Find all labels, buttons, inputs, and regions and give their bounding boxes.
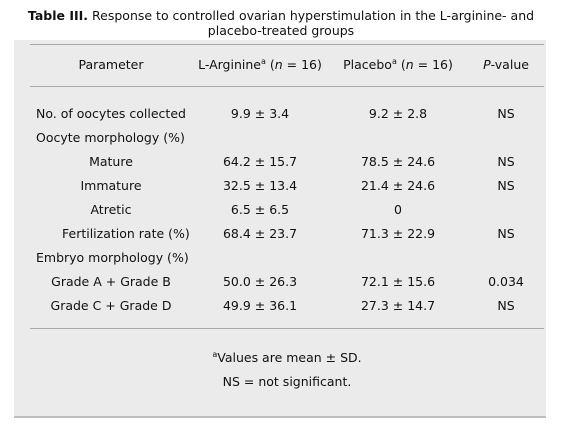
cell-larginine: 64.2 ± 15.7 [222, 153, 298, 169]
cell-parameter: Grade A + Grade B [51, 273, 171, 289]
table-row: Fertilization rate (%) 68.4 ± 23.7 71.3 … [30, 221, 544, 245]
cell-pvalue [468, 197, 544, 221]
table-row: Mature 64.2 ± 15.7 78.5 ± 24.6 NS [30, 149, 544, 173]
header-larginine: L-Argininea (n = 16) [198, 56, 322, 72]
cell-pvalue [468, 245, 544, 269]
cell-placebo: 9.2 ± 2.8 [368, 105, 428, 121]
cell-pvalue: NS [497, 225, 515, 241]
table-label: Table III. [27, 8, 89, 23]
cell-placebo: 71.3 ± 22.9 [360, 225, 436, 241]
cell-placebo: 0 [394, 201, 402, 217]
top-rule [30, 44, 544, 45]
table-row: Embryo morphology (%) [30, 245, 544, 269]
cell-larginine [192, 245, 328, 269]
table-row: Atretic 6.5 ± 6.5 0 [30, 197, 544, 221]
header-row: Parameter L-Argininea (n = 16) Placeboa … [30, 50, 544, 78]
cell-parameter: Atretic [90, 201, 132, 217]
cell-pvalue: 0.034 [488, 273, 524, 289]
cell-placebo: 27.3 ± 14.7 [360, 297, 436, 313]
table-row: No. of oocytes collected 9.9 ± 3.4 9.2 ±… [30, 101, 544, 125]
cell-parameter: Mature [89, 153, 133, 169]
cell-placebo: 78.5 ± 24.6 [360, 153, 436, 169]
table-row: Immature 32.5 ± 13.4 21.4 ± 24.6 NS [30, 173, 544, 197]
cell-parameter: Fertilization rate (%) [62, 225, 190, 241]
table-title: Table III. Response to controlled ovaria… [14, 8, 548, 38]
cell-larginine: 50.0 ± 26.3 [222, 273, 298, 289]
header-pvalue: P-value [483, 56, 529, 72]
cell-parameter: No. of oocytes collected [36, 105, 186, 121]
cell-larginine: 6.5 ± 6.5 [230, 201, 290, 217]
cell-placebo: 21.4 ± 24.6 [360, 177, 436, 193]
header-rule [30, 86, 544, 87]
cell-placebo [328, 125, 468, 149]
header-parameter: Parameter [78, 56, 144, 72]
cell-parameter: Oocyte morphology (%) [36, 129, 185, 145]
table-row: Grade A + Grade B 50.0 ± 26.3 72.1 ± 15.… [30, 269, 544, 293]
cell-pvalue: NS [497, 105, 515, 121]
cell-parameter: Immature [80, 177, 142, 193]
cell-larginine: 49.9 ± 36.1 [222, 297, 298, 313]
header-table: Parameter L-Argininea (n = 16) Placeboa … [30, 50, 544, 78]
cell-larginine: 68.4 ± 23.7 [222, 225, 298, 241]
bottom-rule [30, 328, 544, 329]
table-panel: Parameter L-Argininea (n = 16) Placeboa … [14, 40, 546, 418]
table-caption: Response to controlled ovarian hyperstim… [92, 8, 535, 38]
table-row: Oocyte morphology (%) [30, 125, 544, 149]
header-placebo: Placeboa (n = 16) [343, 56, 453, 72]
cell-larginine: 9.9 ± 3.4 [230, 105, 290, 121]
table-row: Grade C + Grade D 49.9 ± 36.1 27.3 ± 14.… [30, 293, 544, 317]
cell-pvalue: NS [497, 177, 515, 193]
cell-pvalue [468, 125, 544, 149]
cell-parameter: Grade C + Grade D [50, 297, 172, 313]
footnote-mean-sd: aValues are mean ± SD. [212, 350, 362, 365]
cell-parameter: Embryo morphology (%) [36, 249, 189, 265]
footnote-ns: NS = not significant. [222, 374, 352, 389]
data-table: No. of oocytes collected 9.9 ± 3.4 9.2 ±… [30, 101, 544, 317]
cell-placebo: 72.1 ± 15.6 [360, 273, 436, 289]
cell-larginine: 32.5 ± 13.4 [222, 177, 298, 193]
cell-placebo [328, 245, 468, 269]
cell-pvalue: NS [497, 297, 515, 313]
cell-pvalue: NS [497, 153, 515, 169]
cell-larginine [192, 125, 328, 149]
